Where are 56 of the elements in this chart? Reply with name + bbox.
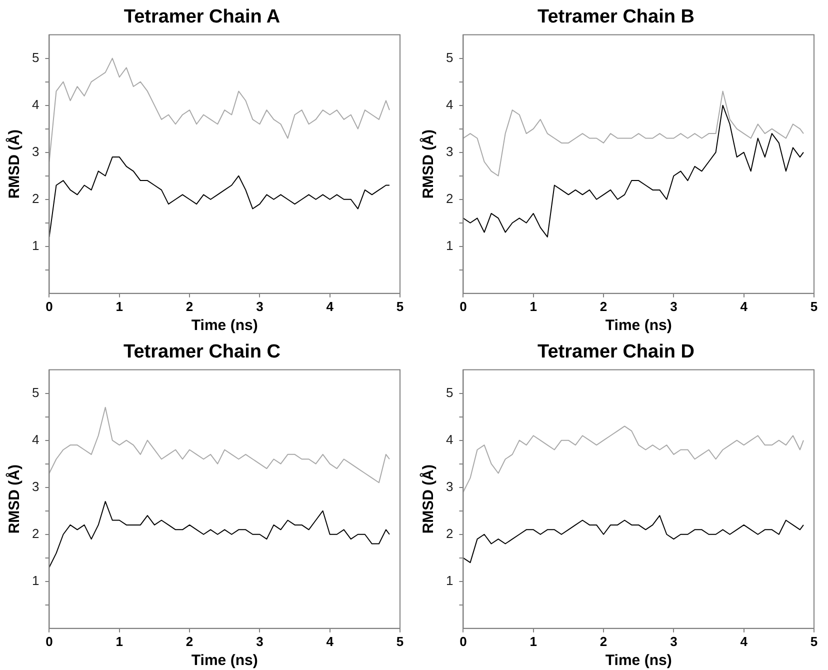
y-axis-title: RMSD (Å) bbox=[5, 464, 24, 534]
x-tick-label: 2 bbox=[600, 634, 608, 649]
chart-title: Tetramer Chain D bbox=[538, 342, 694, 363]
y-tick-label: 2 bbox=[32, 190, 40, 206]
x-tick-label: 5 bbox=[396, 634, 404, 649]
x-tick-label: 2 bbox=[600, 298, 608, 314]
x-tick-label: 2 bbox=[186, 298, 194, 314]
y-tick-label: 4 bbox=[32, 96, 40, 112]
x-tick-label: 3 bbox=[670, 634, 678, 649]
chart-title: Tetramer Chain A bbox=[124, 6, 280, 28]
chart-title: Tetramer Chain C bbox=[124, 342, 281, 363]
x-axis-title: Time (ns) bbox=[605, 317, 672, 334]
x-tick-label: 2 bbox=[186, 634, 194, 649]
x-tick-label: 5 bbox=[396, 298, 404, 314]
x-tick-label: 3 bbox=[256, 298, 264, 314]
x-axis-title: Time (ns) bbox=[191, 317, 258, 334]
x-tick-label: 4 bbox=[326, 634, 334, 649]
x-tick-label: 4 bbox=[326, 298, 334, 314]
y-tick-label: 3 bbox=[446, 144, 454, 159]
y-tick-label: 1 bbox=[32, 572, 40, 588]
y-tick-label: 3 bbox=[32, 144, 40, 159]
y-axis-title: RMSD (Å) bbox=[419, 130, 438, 199]
y-tick-label: 4 bbox=[446, 432, 454, 447]
chart-title: Tetramer Chain B bbox=[538, 6, 694, 28]
y-tick-label: 5 bbox=[446, 50, 454, 65]
x-tick-label: 1 bbox=[530, 298, 537, 314]
y-tick-label: 2 bbox=[446, 190, 454, 206]
y-tick-label: 2 bbox=[446, 526, 454, 541]
y-tick-label: 4 bbox=[446, 96, 454, 112]
x-tick-label: 0 bbox=[460, 298, 467, 314]
y-tick-label: 1 bbox=[446, 238, 454, 253]
x-axis-title: Time (ns) bbox=[605, 652, 672, 670]
x-tick-label: 3 bbox=[256, 634, 264, 649]
y-axis-title: RMSD (Å) bbox=[419, 464, 438, 534]
x-tick-label: 1 bbox=[116, 634, 123, 649]
y-tick-label: 2 bbox=[32, 526, 40, 541]
x-tick-label: 3 bbox=[670, 298, 678, 314]
x-tick-label: 0 bbox=[46, 634, 53, 649]
y-tick-label: 1 bbox=[446, 572, 454, 588]
y-tick-label: 5 bbox=[32, 384, 40, 400]
x-tick-label: 5 bbox=[810, 634, 818, 649]
y-axis-title: RMSD (Å) bbox=[5, 130, 24, 199]
x-tick-label: 4 bbox=[740, 634, 748, 649]
y-tick-label: 3 bbox=[32, 478, 40, 494]
x-tick-label: 0 bbox=[460, 634, 467, 649]
y-tick-label: 4 bbox=[32, 432, 40, 447]
x-axis-title: Time (ns) bbox=[191, 652, 258, 670]
x-tick-label: 5 bbox=[810, 298, 818, 314]
x-tick-label: 1 bbox=[530, 634, 537, 649]
x-tick-label: 1 bbox=[116, 298, 123, 314]
y-tick-label: 3 bbox=[446, 478, 454, 494]
x-tick-label: 0 bbox=[46, 298, 53, 314]
y-tick-label: 5 bbox=[446, 384, 454, 400]
x-tick-label: 4 bbox=[740, 298, 748, 314]
y-tick-label: 5 bbox=[32, 50, 40, 65]
y-tick-label: 1 bbox=[32, 238, 40, 253]
